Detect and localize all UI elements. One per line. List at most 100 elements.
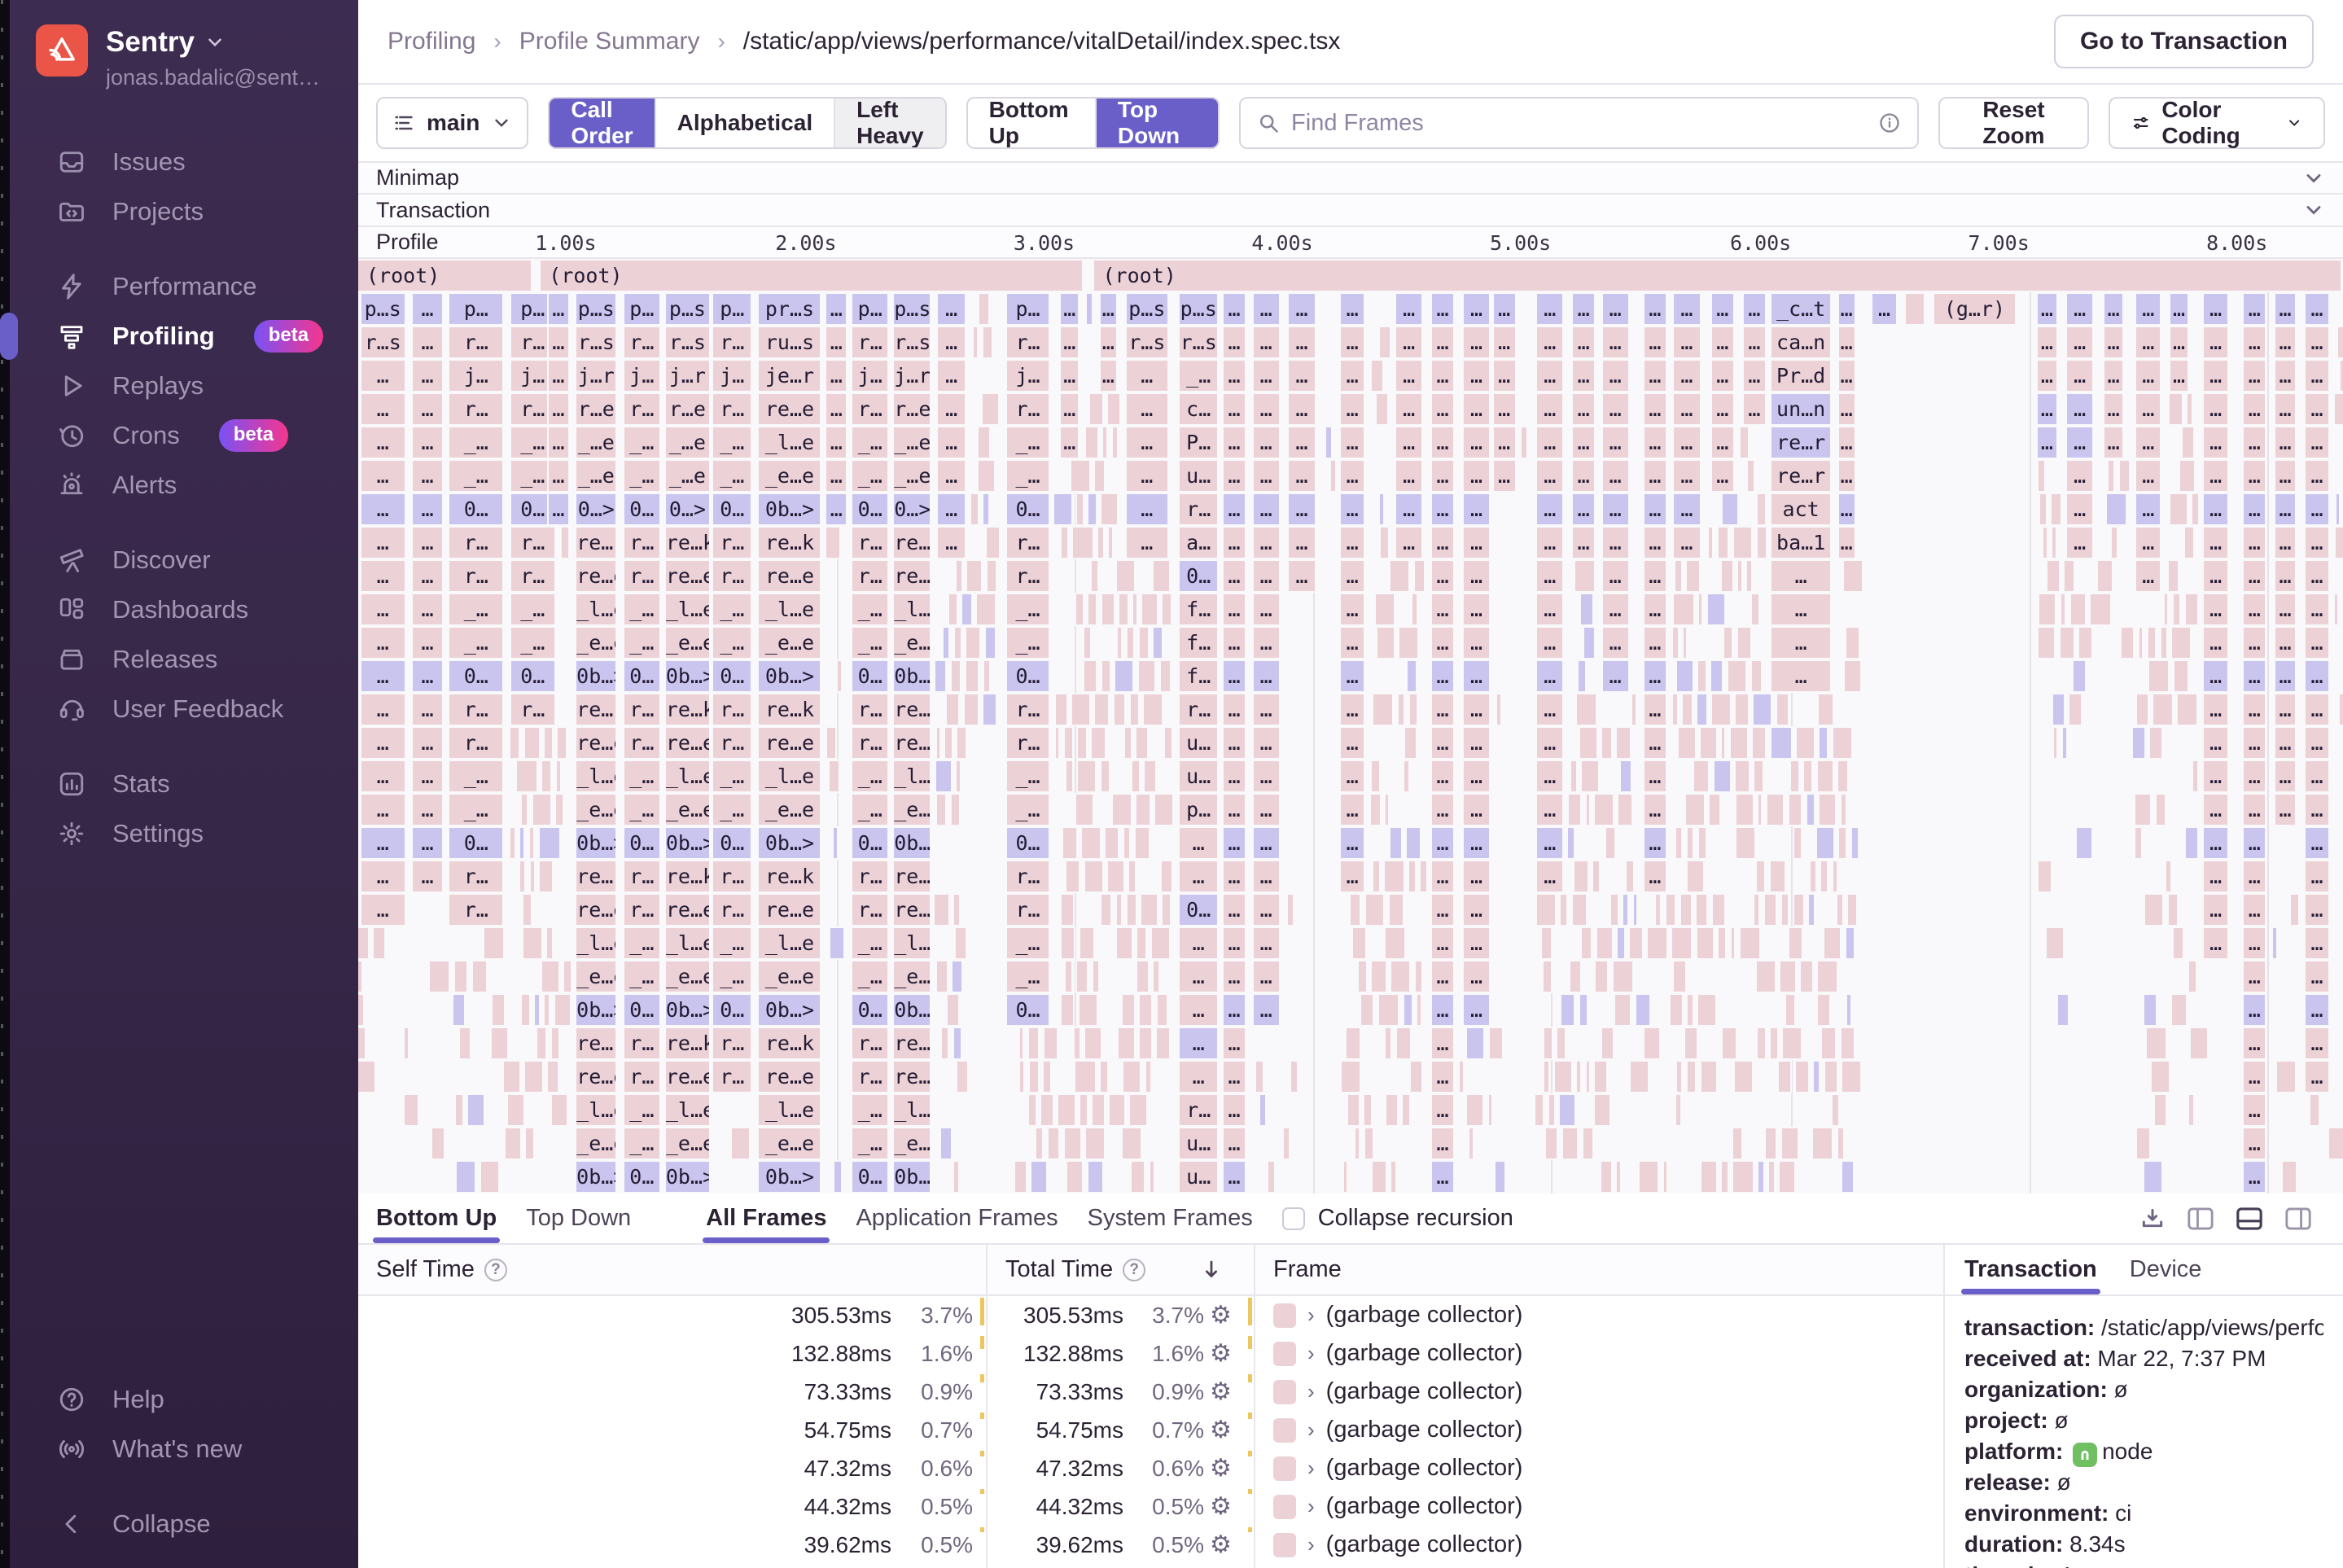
flame-frame[interactable] <box>1364 1095 1371 1125</box>
flame-frame[interactable]: r… <box>624 561 659 591</box>
flame-frame[interactable]: … <box>2305 895 2329 925</box>
flame-frame[interactable] <box>1162 895 1170 925</box>
flame-frame[interactable]: … <box>2037 427 2057 458</box>
flame-frame[interactable]: 0b…> <box>576 1162 616 1192</box>
flame-frame[interactable] <box>1618 928 1624 958</box>
flame-frame[interactable]: … <box>1431 661 1454 691</box>
flame-frame[interactable]: _…e <box>894 427 930 458</box>
flame-frame[interactable]: … <box>1289 294 1315 324</box>
flame-frame[interactable]: … <box>1537 327 1563 357</box>
flame-frame[interactable]: … <box>1674 327 1700 357</box>
flame-frame[interactable]: … <box>2204 761 2228 791</box>
flame-frame[interactable] <box>1764 895 1776 925</box>
flame-frame[interactable]: a… <box>1180 528 1218 558</box>
flame-frame[interactable] <box>1129 861 1135 891</box>
flame-frame[interactable]: r…e <box>576 394 616 424</box>
flame-frame[interactable] <box>1698 661 1706 691</box>
flame-frame[interactable] <box>1672 628 1678 658</box>
flame-frame[interactable] <box>1832 1095 1838 1125</box>
flame-frame[interactable]: … <box>1644 694 1666 725</box>
flame-frame[interactable]: 0… <box>624 494 659 524</box>
chevron-down-icon[interactable] <box>2302 167 2325 190</box>
flame-frame[interactable] <box>1724 628 1732 658</box>
flame-frame[interactable] <box>1093 1095 1104 1125</box>
sort-desc-icon[interactable] <box>1199 1258 1224 1282</box>
flame-frame[interactable] <box>1404 728 1416 758</box>
flame-frame[interactable] <box>1372 761 1380 791</box>
flame-frame[interactable] <box>1602 728 1611 758</box>
flame-frame[interactable]: re…k <box>665 694 709 725</box>
flame-frame[interactable] <box>1459 1062 1464 1092</box>
flame-frame[interactable] <box>2147 1028 2166 1058</box>
flame-frame[interactable]: … <box>2244 928 2266 958</box>
flame-frame[interactable]: 0… <box>713 995 751 1025</box>
flame-frame[interactable] <box>1101 661 1110 691</box>
flame-frame[interactable] <box>1154 561 1169 591</box>
flame-frame[interactable] <box>2272 928 2276 958</box>
flame-frame[interactable] <box>1791 761 1798 791</box>
flame-frame[interactable]: 0…> <box>665 494 709 524</box>
flame-frame[interactable]: r… <box>852 1028 888 1058</box>
flame-frame[interactable]: … <box>2305 828 2329 858</box>
flame-frame[interactable] <box>1133 594 1137 624</box>
flame-frame[interactable] <box>2191 1028 2207 1058</box>
flame-frame[interactable]: c… <box>1180 394 1218 424</box>
flame-frame[interactable]: r… <box>624 1062 659 1092</box>
flame-frame[interactable]: 0b…> <box>894 661 930 691</box>
flame-frame[interactable]: … <box>1396 427 1422 458</box>
flame-frame[interactable] <box>1112 795 1131 825</box>
flame-frame[interactable]: … <box>2067 361 2093 391</box>
flame-frame[interactable]: _… <box>1180 361 1218 391</box>
flame-frame[interactable]: … <box>1463 895 1490 925</box>
flame-frame[interactable] <box>1627 861 1633 891</box>
flame-frame[interactable]: _… <box>713 427 751 458</box>
flame-frame[interactable]: … <box>2204 427 2228 458</box>
flame-frame[interactable]: … <box>1126 394 1168 424</box>
flame-frame[interactable] <box>1684 628 1687 658</box>
flame-frame[interactable] <box>1156 1028 1169 1058</box>
flame-frame[interactable]: … <box>413 294 443 324</box>
flame-frame[interactable]: … <box>1223 761 1246 791</box>
flame-frame[interactable]: … <box>1253 995 1279 1025</box>
expand-chevron-icon[interactable]: › <box>1307 1379 1315 1404</box>
flame-frame[interactable]: 0… <box>1007 828 1049 858</box>
flame-frame[interactable] <box>1843 561 1862 591</box>
flame-frame[interactable]: _… <box>852 1095 888 1125</box>
flame-frame[interactable] <box>1365 895 1384 925</box>
flame-frame[interactable] <box>1793 828 1801 858</box>
flame-frame[interactable]: … <box>1253 294 1279 324</box>
flame-frame[interactable] <box>1130 694 1138 725</box>
flame-frame[interactable] <box>2039 594 2056 624</box>
expand-chevron-icon[interactable]: › <box>1307 1456 1315 1480</box>
flame-frame[interactable]: … <box>2204 828 2228 858</box>
chevron-down-icon[interactable] <box>2302 199 2325 221</box>
flame-frame[interactable]: … <box>1674 361 1700 391</box>
flame-frame[interactable] <box>1078 761 1096 791</box>
flame-frame[interactable]: … <box>2275 394 2295 424</box>
flame-frame[interactable]: … <box>1711 461 1733 491</box>
flame-frame[interactable]: … <box>1431 294 1454 324</box>
flame-frame[interactable]: … <box>2305 361 2329 391</box>
flame-frame[interactable]: 0b…> <box>894 995 930 1025</box>
flame-frame[interactable] <box>1581 594 1592 624</box>
flame-frame[interactable]: … <box>1223 394 1246 424</box>
flame-frame[interactable]: … <box>1223 661 1246 691</box>
flame-frame[interactable] <box>1119 594 1128 624</box>
flame-frame[interactable] <box>1488 1095 1492 1125</box>
flame-frame[interactable]: r…s <box>361 327 405 357</box>
flame-frame[interactable]: r…e <box>665 394 709 424</box>
flame-frame[interactable] <box>1714 761 1730 791</box>
flame-frame[interactable]: … <box>1743 394 1765 424</box>
flame-frame[interactable]: … <box>1463 828 1490 858</box>
flame-frame[interactable] <box>1708 528 1713 558</box>
flame-frame[interactable] <box>1364 1128 1373 1158</box>
flame-frame[interactable]: … <box>1340 394 1364 424</box>
flame-frame[interactable] <box>1808 895 1814 925</box>
flame-frame[interactable]: … <box>1771 594 1831 624</box>
flame-frame[interactable]: … <box>1463 427 1490 458</box>
flame-frame[interactable] <box>1029 1062 1038 1092</box>
flame-frame[interactable] <box>953 961 961 992</box>
flame-frame[interactable]: … <box>2204 594 2228 624</box>
flame-frame[interactable] <box>1084 861 1102 891</box>
flame-frame[interactable]: … <box>2037 294 2057 324</box>
